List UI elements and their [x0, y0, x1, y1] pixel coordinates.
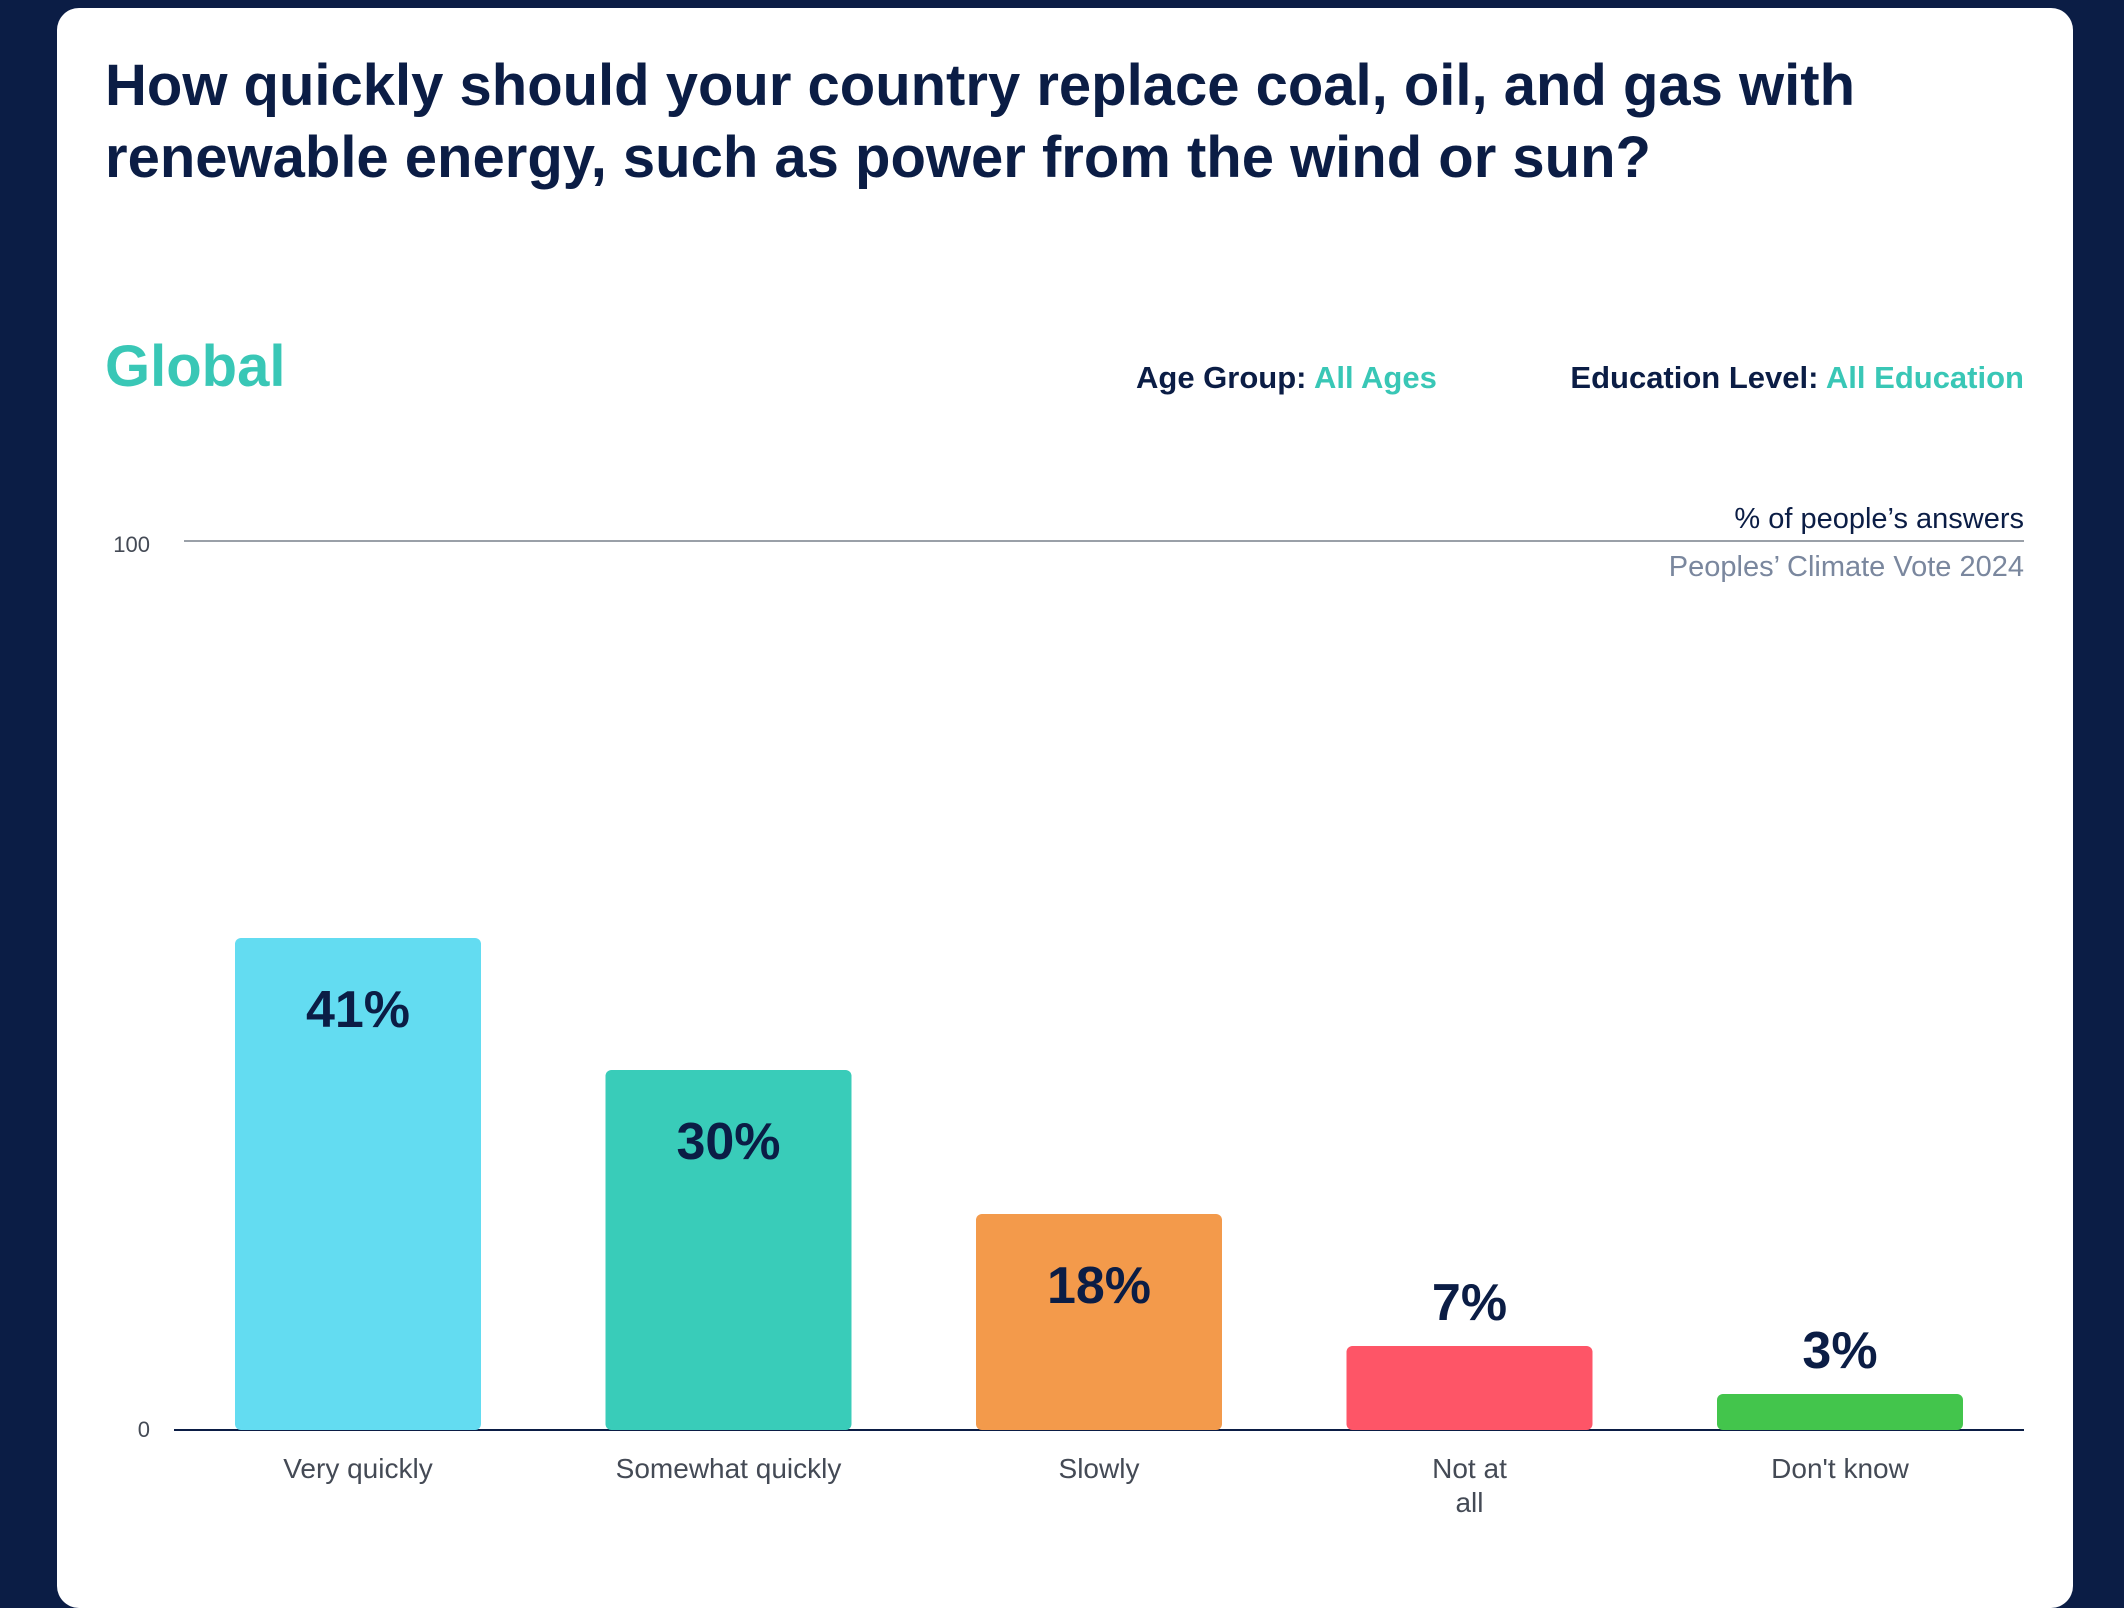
- age-group-filter[interactable]: Age Group: All Ages: [1136, 360, 1437, 396]
- region-title: Global: [105, 334, 286, 399]
- age-group-value[interactable]: All Ages: [1313, 360, 1437, 395]
- category-label-2: Slowly: [1059, 1453, 1140, 1484]
- education-level-label: Education Level:: [1570, 360, 1819, 395]
- value-label-1: 30%: [676, 1113, 780, 1171]
- question-title: How quickly should your country replace …: [105, 53, 1855, 190]
- bar-0[interactable]: [235, 938, 481, 1430]
- education-level-value[interactable]: All Education: [1825, 360, 2024, 395]
- units-label: % of people’s answers: [1734, 503, 2024, 535]
- value-label-4: 3%: [1802, 1322, 1877, 1380]
- y-tick-min: 0: [138, 1417, 150, 1442]
- value-label-2: 18%: [1047, 1257, 1151, 1315]
- bar-chart: % of people’s answers Peoples’ Climate V…: [113, 503, 2024, 1518]
- bars-group: 41% Very quickly 30% Somewhat quickly 18% Slo…: [235, 938, 1963, 1518]
- value-label-3: 7%: [1432, 1274, 1507, 1332]
- bar-4[interactable]: [1717, 1394, 1963, 1430]
- age-group-label: Age Group:: [1136, 360, 1307, 395]
- category-label-0: Very quickly: [283, 1453, 432, 1484]
- category-label-4: Don't know: [1771, 1453, 1909, 1484]
- bar-1[interactable]: [605, 1070, 852, 1430]
- category-label-3: Not at all: [1432, 1453, 1507, 1518]
- category-label-1: Somewhat quickly: [616, 1453, 842, 1484]
- bar-3[interactable]: [1346, 1346, 1593, 1430]
- value-label-0: 41%: [306, 981, 410, 1039]
- education-level-filter[interactable]: Education Level: All Education: [1570, 360, 2024, 396]
- bar-2[interactable]: [976, 1214, 1222, 1430]
- source-label: Peoples’ Climate Vote 2024: [1669, 551, 2024, 583]
- y-tick-max: 100: [113, 532, 150, 557]
